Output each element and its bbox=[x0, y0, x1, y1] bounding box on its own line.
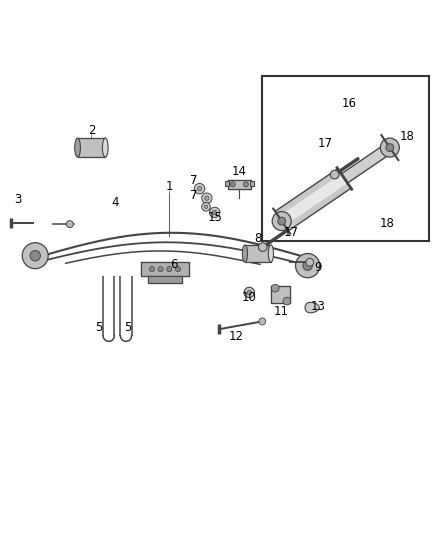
Ellipse shape bbox=[278, 217, 286, 225]
Circle shape bbox=[202, 193, 212, 204]
Text: 7: 7 bbox=[190, 189, 198, 201]
Circle shape bbox=[230, 182, 236, 187]
Text: 8: 8 bbox=[254, 232, 261, 245]
Text: 17: 17 bbox=[318, 137, 332, 150]
Circle shape bbox=[198, 187, 202, 191]
Text: 11: 11 bbox=[273, 305, 288, 318]
Bar bbox=[262, 76, 429, 240]
Bar bbox=[250, 181, 254, 187]
Circle shape bbox=[175, 266, 180, 272]
Text: 7: 7 bbox=[190, 174, 198, 187]
Circle shape bbox=[244, 287, 254, 297]
Text: 18: 18 bbox=[379, 217, 394, 230]
Circle shape bbox=[205, 196, 209, 200]
Text: 2: 2 bbox=[88, 124, 95, 137]
Text: 15: 15 bbox=[208, 211, 223, 224]
Ellipse shape bbox=[303, 261, 312, 270]
Circle shape bbox=[167, 266, 172, 272]
Text: 17: 17 bbox=[284, 227, 299, 239]
Bar bbox=[78, 138, 105, 157]
Polygon shape bbox=[271, 286, 290, 303]
Text: 4: 4 bbox=[111, 196, 119, 209]
Circle shape bbox=[212, 211, 217, 215]
Polygon shape bbox=[228, 180, 251, 189]
Ellipse shape bbox=[102, 138, 108, 157]
Text: 9: 9 bbox=[314, 261, 321, 274]
Ellipse shape bbox=[268, 245, 273, 262]
Circle shape bbox=[306, 259, 314, 266]
Text: 14: 14 bbox=[232, 165, 247, 178]
Circle shape bbox=[149, 266, 155, 272]
Circle shape bbox=[247, 290, 251, 295]
Ellipse shape bbox=[75, 138, 81, 157]
Ellipse shape bbox=[272, 212, 291, 231]
Text: 12: 12 bbox=[229, 330, 244, 343]
Circle shape bbox=[271, 284, 279, 292]
Text: 10: 10 bbox=[242, 291, 257, 304]
Text: 5: 5 bbox=[124, 320, 131, 334]
Ellipse shape bbox=[386, 144, 394, 151]
Circle shape bbox=[243, 182, 248, 187]
Circle shape bbox=[194, 183, 205, 194]
Polygon shape bbox=[148, 276, 182, 283]
Bar bbox=[245, 245, 271, 262]
Text: 13: 13 bbox=[311, 300, 326, 313]
Ellipse shape bbox=[380, 138, 399, 157]
Circle shape bbox=[283, 297, 291, 305]
Text: 6: 6 bbox=[170, 258, 177, 271]
Circle shape bbox=[209, 207, 220, 217]
Text: 3: 3 bbox=[14, 193, 21, 206]
Circle shape bbox=[202, 203, 210, 211]
Circle shape bbox=[204, 205, 208, 208]
Text: 16: 16 bbox=[341, 97, 356, 110]
Ellipse shape bbox=[242, 245, 247, 262]
Circle shape bbox=[66, 221, 73, 228]
Ellipse shape bbox=[22, 243, 48, 269]
Text: 18: 18 bbox=[399, 130, 414, 143]
Circle shape bbox=[258, 243, 267, 252]
Text: 5: 5 bbox=[95, 320, 102, 334]
Circle shape bbox=[330, 170, 339, 179]
Polygon shape bbox=[305, 302, 319, 313]
Ellipse shape bbox=[296, 254, 320, 278]
Ellipse shape bbox=[30, 251, 40, 261]
Circle shape bbox=[259, 318, 266, 325]
Text: 1: 1 bbox=[166, 180, 173, 193]
Circle shape bbox=[158, 266, 163, 272]
Bar bbox=[225, 181, 229, 187]
Polygon shape bbox=[141, 262, 189, 276]
